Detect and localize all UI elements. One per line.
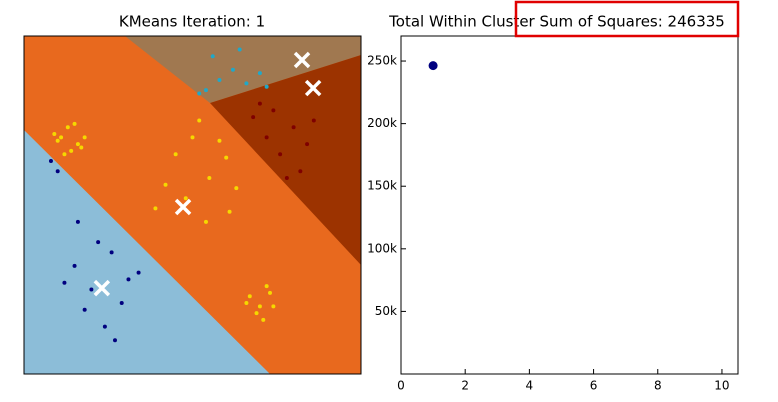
- data-point: [227, 209, 232, 214]
- data-point: [217, 138, 222, 143]
- x-tick-label: 0: [397, 379, 405, 393]
- chart-title: KMeans Iteration: 1: [119, 13, 265, 31]
- data-point: [251, 115, 256, 120]
- data-point: [55, 138, 60, 143]
- highlight-box: [514, 0, 740, 38]
- x-tick-label: 6: [590, 379, 598, 393]
- data-point: [257, 101, 262, 106]
- data-point: [428, 61, 438, 71]
- data-point: [89, 287, 94, 292]
- x-tick-label: 2: [461, 379, 469, 393]
- data-point: [69, 148, 74, 153]
- data-point: [173, 152, 178, 157]
- plot-frame: [400, 35, 739, 375]
- y-tick-label: 100k: [367, 241, 397, 255]
- data-point: [217, 77, 222, 82]
- data-point: [183, 196, 188, 201]
- data-point: [257, 304, 262, 309]
- data-point: [153, 206, 158, 211]
- data-point: [75, 219, 80, 224]
- data-point: [244, 81, 249, 86]
- data-point: [75, 142, 80, 147]
- data-point: [52, 132, 57, 137]
- data-point: [268, 290, 273, 295]
- data-point: [271, 108, 276, 113]
- data-point: [298, 169, 303, 174]
- data-point: [203, 219, 208, 224]
- data-point: [112, 338, 117, 343]
- data-point: [190, 135, 195, 140]
- data-point: [311, 118, 316, 123]
- centroid: [293, 51, 311, 69]
- x-tick-label: 8: [654, 379, 662, 393]
- data-point: [197, 118, 202, 123]
- data-point: [271, 304, 276, 309]
- data-point: [72, 263, 77, 268]
- data-point: [257, 71, 262, 76]
- y-tick-label: 250k: [367, 54, 397, 68]
- data-point: [79, 145, 84, 150]
- plot-frame: [23, 35, 362, 375]
- data-point: [247, 294, 252, 299]
- data-point: [62, 152, 67, 157]
- data-point: [48, 159, 53, 164]
- data-point: [230, 67, 235, 72]
- cluster-regions: [24, 36, 361, 374]
- data-point: [82, 307, 87, 312]
- data-point: [254, 311, 259, 316]
- region: [210, 55, 361, 265]
- data-point: [55, 169, 60, 174]
- chart-title: Total Within Cluster Sum of Squares: 246…: [388, 13, 725, 31]
- data-point: [210, 54, 215, 59]
- data-point: [264, 84, 269, 89]
- data-point: [261, 317, 266, 322]
- region: [125, 36, 361, 103]
- data-point: [224, 155, 229, 160]
- data-point: [264, 284, 269, 289]
- data-point: [197, 91, 202, 96]
- data-point: [109, 250, 114, 255]
- data-point: [207, 175, 212, 180]
- data-point: [305, 142, 310, 147]
- centroid: [304, 79, 322, 97]
- data-point: [119, 301, 124, 306]
- data-point: [59, 135, 64, 140]
- data-point: [72, 121, 77, 126]
- y-tick-label: 50k: [375, 304, 397, 318]
- data-point: [284, 175, 289, 180]
- data-point: [264, 135, 269, 140]
- data-point: [291, 125, 296, 130]
- data-point: [102, 324, 107, 329]
- data-point: [136, 270, 141, 275]
- data-point: [96, 240, 101, 245]
- y-tick-label: 150k: [367, 179, 397, 193]
- y-tick-label: 200k: [367, 116, 397, 130]
- data-point: [244, 301, 249, 306]
- data-point: [203, 88, 208, 93]
- centroid: [93, 279, 111, 297]
- centroid: [174, 198, 192, 216]
- data-point: [234, 186, 239, 191]
- data-point: [278, 152, 283, 157]
- data-point: [126, 277, 131, 282]
- data-point: [163, 182, 168, 187]
- region: [24, 130, 270, 374]
- x-tick-label: 4: [526, 379, 534, 393]
- data-point: [62, 280, 67, 285]
- data-point: [237, 47, 242, 52]
- x-tick-label: 10: [714, 379, 729, 393]
- data-point: [82, 135, 87, 140]
- data-point: [65, 125, 70, 130]
